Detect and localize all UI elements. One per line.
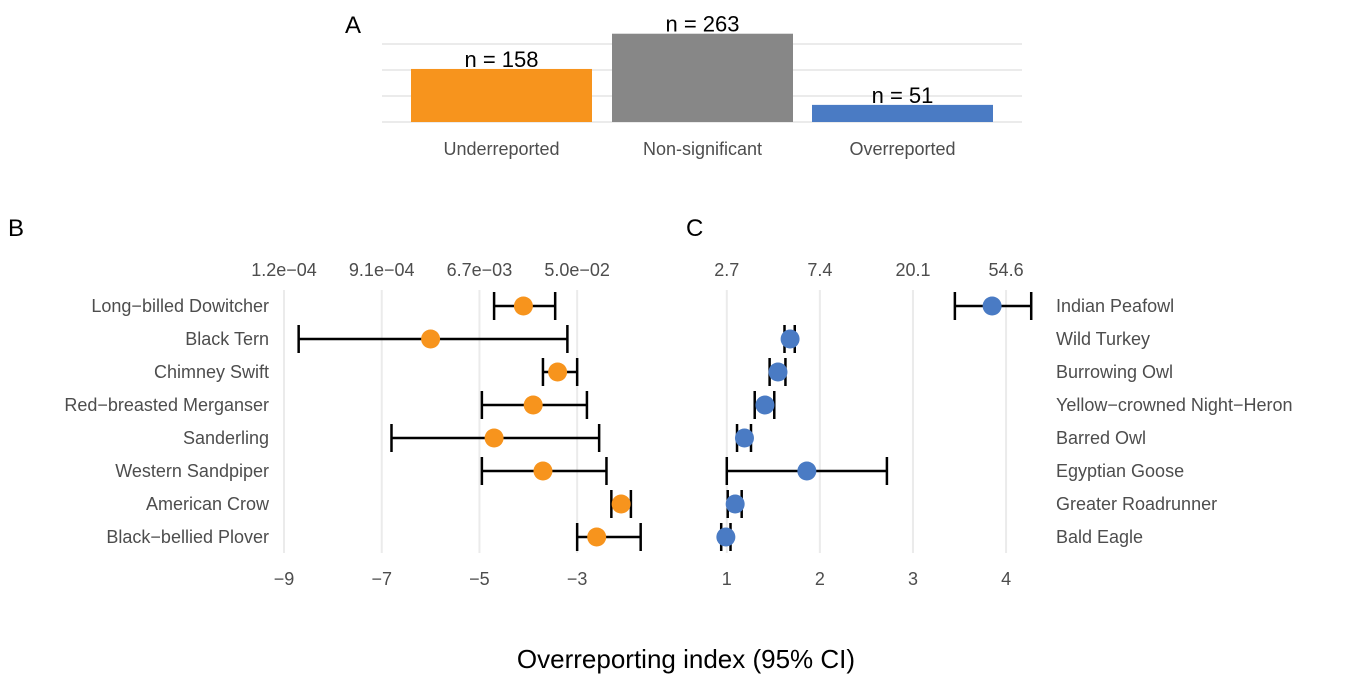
y-tick-label: Red−breasted Merganser <box>64 395 269 415</box>
panel-label-c: C <box>686 215 703 242</box>
y-tick-label: Indian Peafowl <box>1056 296 1174 316</box>
y-tick-label: Chimney Swift <box>154 362 269 382</box>
bar <box>612 33 793 123</box>
y-tick-label: Black−bellied Plover <box>106 527 269 547</box>
y-tick-label: Long−billed Dowitcher <box>91 296 269 316</box>
data-point <box>513 296 533 316</box>
data-point <box>725 494 745 514</box>
x-tick-label-top: 1.2e−04 <box>251 260 317 280</box>
data-point <box>533 461 553 481</box>
data-point <box>797 461 817 481</box>
panel-b-underreported-species: −9 1.2e−04 −7 9.1e−04 −5 6.7e−03 −3 5.0e−02 Long… <box>64 260 642 589</box>
data-point <box>611 494 631 514</box>
x-tick-label: −5 <box>469 569 490 589</box>
bar-data-label: n = 51 <box>872 83 934 108</box>
y-tick-label: Wild Turkey <box>1056 329 1150 349</box>
data-point <box>421 329 441 349</box>
y-tick-label: Black Tern <box>185 329 269 349</box>
y-tick-label: Sanderling <box>183 428 269 448</box>
y-tick-label: American Crow <box>146 494 270 514</box>
x-tick-label-top: 54.6 <box>989 260 1024 280</box>
y-tick-label: Egyptian Goose <box>1056 461 1184 481</box>
data-point <box>982 296 1002 316</box>
bar-data-label: n = 263 <box>665 12 739 37</box>
data-point <box>716 527 736 547</box>
y-tick-label: Western Sandpiper <box>115 461 269 481</box>
data-point <box>587 527 607 547</box>
x-tick-label: −3 <box>567 569 588 589</box>
panel-label-b: B <box>8 215 24 242</box>
x-tick-label-top: 5.0e−02 <box>544 260 610 280</box>
x-tick-label: Underreported <box>443 139 559 159</box>
x-tick-label-top: 20.1 <box>895 260 930 280</box>
x-axis-title: Overreporting index (95% CI) <box>517 644 855 674</box>
panel-a-bar-chart: n = 158 Underreported n = 263 Non-significa… <box>382 12 1022 159</box>
x-tick-label: Overreported <box>849 139 955 159</box>
data-point <box>768 362 788 382</box>
y-tick-label: Greater Roadrunner <box>1056 494 1217 514</box>
x-tick-label: −9 <box>274 569 295 589</box>
data-point <box>734 428 754 448</box>
x-tick-label: 2 <box>815 569 825 589</box>
data-point <box>523 395 543 415</box>
x-tick-label-top: 7.4 <box>807 260 832 280</box>
x-tick-label-top: 2.7 <box>714 260 739 280</box>
y-tick-label: Barred Owl <box>1056 428 1146 448</box>
bar <box>411 68 592 122</box>
panel-label-a: A <box>345 12 361 39</box>
x-tick-label-top: 6.7e−03 <box>447 260 513 280</box>
y-tick-label: Burrowing Owl <box>1056 362 1173 382</box>
x-tick-label: −7 <box>371 569 392 589</box>
bar-data-label: n = 158 <box>464 47 538 72</box>
x-tick-label: 1 <box>722 569 732 589</box>
data-point <box>780 329 800 349</box>
bar <box>812 104 993 122</box>
x-tick-label: 4 <box>1001 569 1011 589</box>
y-tick-label: Yellow−crowned Night−Heron <box>1056 395 1292 415</box>
x-tick-label: Non-significant <box>643 139 762 159</box>
data-point <box>484 428 504 448</box>
x-tick-label-top: 9.1e−04 <box>349 260 415 280</box>
y-tick-label: Bald Eagle <box>1056 527 1143 547</box>
x-tick-label: 3 <box>908 569 918 589</box>
data-point <box>548 362 568 382</box>
panel-c-overreported-species: 1 2.7 2 7.4 3 20.1 4 54.6 Indian Peafowl Wild Tur… <box>714 260 1292 589</box>
data-point <box>755 395 775 415</box>
